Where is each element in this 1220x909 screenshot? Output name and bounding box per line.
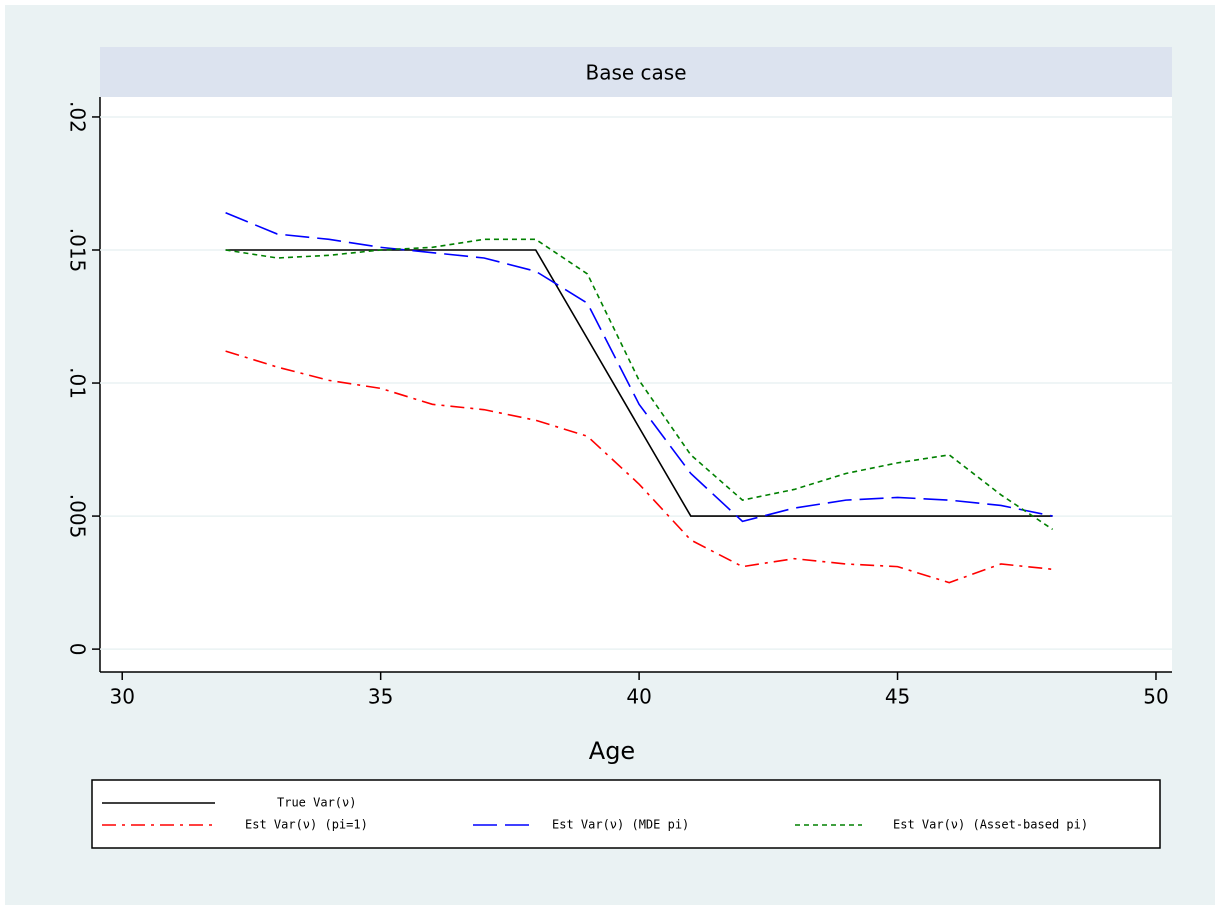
y-tick-label: .02 [66,101,90,133]
x-tick-label: 35 [368,685,393,709]
x-tick-label: 45 [885,685,910,709]
x-tick-label: 50 [1143,685,1168,709]
series-line [225,249,1053,517]
chart-title: Base case [585,61,686,85]
y-tick-label: .01 [66,367,90,399]
y-tick-label: .005 [66,494,90,539]
x-axis-title: Age [589,737,635,765]
plot-area [100,97,1172,672]
series-line [225,212,1053,523]
y-tick-label: 0 [66,643,90,656]
series-line [225,238,1054,531]
legend-label: True Var(ν) [277,796,356,810]
legend-label: Est Var(ν) (pi=1) [245,818,368,832]
legend-label: Est Var(ν) (MDE pi) [552,818,689,832]
y-tick-label: .015 [66,228,90,273]
x-tick-label: 40 [626,685,651,709]
title-strip [100,47,1172,97]
series-line [225,350,1053,584]
legend-label: Est Var(ν) (Asset-based pi) [893,818,1088,832]
x-tick-label: 30 [109,685,134,709]
legend [91,779,1161,849]
